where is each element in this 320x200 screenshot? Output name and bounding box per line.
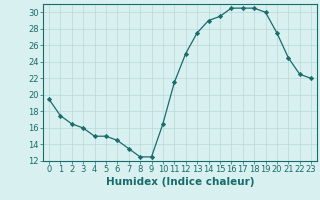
X-axis label: Humidex (Indice chaleur): Humidex (Indice chaleur) — [106, 177, 254, 187]
